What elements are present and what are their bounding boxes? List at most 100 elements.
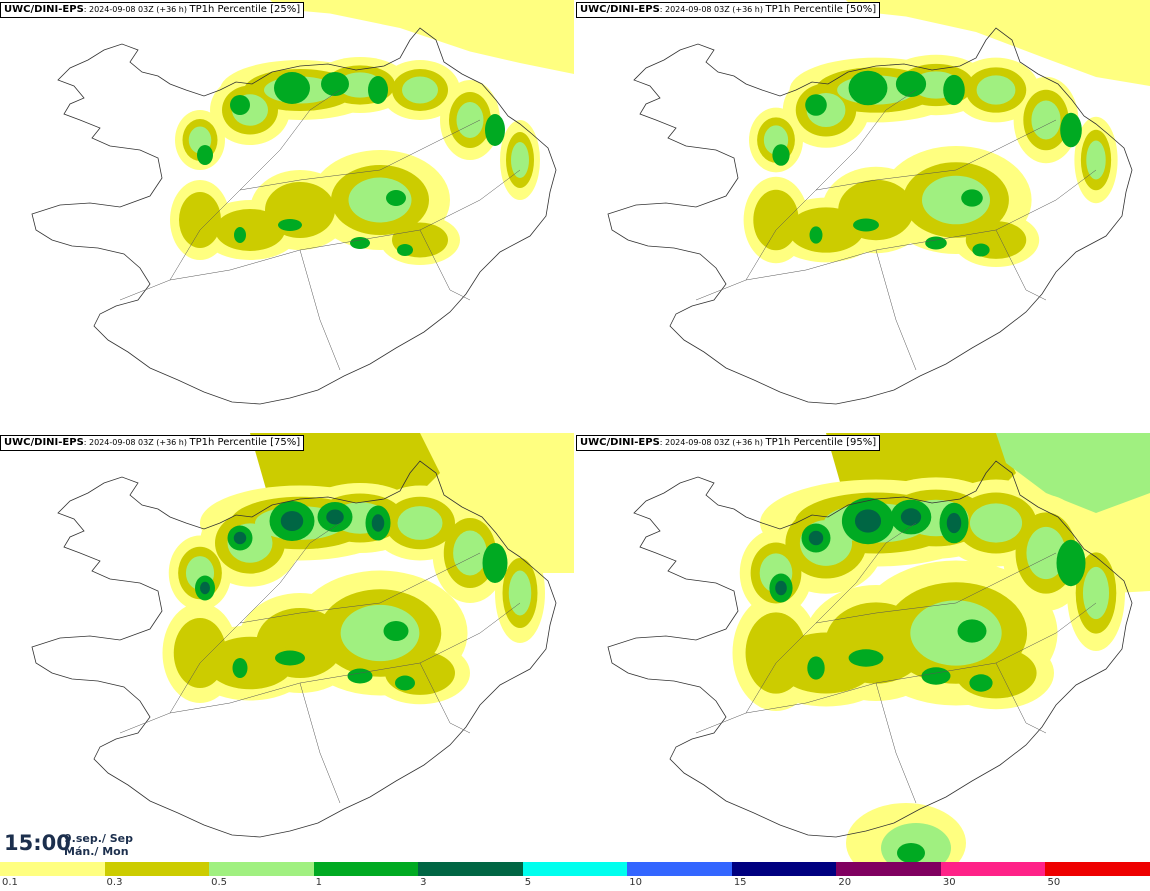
precip-core xyxy=(805,94,827,116)
precip-core-intense xyxy=(808,530,824,546)
precip-core-intense xyxy=(280,511,304,531)
colorbar-tick-label: 1 xyxy=(315,877,322,888)
road-line xyxy=(695,602,1097,734)
colorbar-segment xyxy=(209,862,314,876)
panel-title: UWC/DINI-EPS: 2024-09-08 03Z (+36 h) TP1… xyxy=(576,2,881,18)
map-canvas xyxy=(607,0,1150,405)
run-time: : 2024-09-08 03Z (+36 h) xyxy=(83,438,190,447)
precip-core xyxy=(853,218,879,232)
precip-core-intense xyxy=(854,509,882,533)
colorbar-segment xyxy=(0,862,105,876)
precip-core xyxy=(772,144,790,166)
precip-core xyxy=(386,190,406,206)
precip-core xyxy=(197,145,213,165)
map-panel-p75: UWC/DINI-EPS: 2024-09-08 03Z (+36 h) TP1… xyxy=(0,433,574,865)
precip-core xyxy=(943,74,965,106)
precip-core xyxy=(1056,539,1086,587)
model-name: UWC/DINI-EPS xyxy=(4,437,84,448)
precip-core xyxy=(482,543,508,583)
precip-core xyxy=(895,71,927,97)
colorbar-tick-label: 10 xyxy=(629,877,642,888)
road-line xyxy=(815,552,1057,624)
precip-area-heavy xyxy=(1082,566,1110,620)
model-name: UWC/DINI-EPS xyxy=(4,4,84,15)
run-time: : 2024-09-08 03Z (+36 h) xyxy=(659,438,766,447)
valid-time-box: 15:00 9.sep./ Sep Mán./ Mon xyxy=(0,828,150,862)
precip-region-north-light xyxy=(996,433,1150,513)
road-line xyxy=(695,169,1097,301)
precip-area-heavy xyxy=(1026,526,1066,580)
colorbar-segment xyxy=(627,862,732,876)
road-line xyxy=(875,682,917,804)
road-line xyxy=(745,89,917,281)
colorbar-segment xyxy=(836,862,941,876)
precip-area-heavy xyxy=(340,604,420,662)
precip-area-heavy xyxy=(348,177,412,223)
road-line xyxy=(875,249,917,371)
map-canvas xyxy=(31,0,574,405)
field-name: TP1h Percentile [75%] xyxy=(189,437,301,448)
precip-core xyxy=(350,237,370,249)
precip-core xyxy=(230,95,250,115)
precip-colorbar xyxy=(0,862,1150,876)
precip-core xyxy=(1060,112,1082,148)
run-time: : 2024-09-08 03Z (+36 h) xyxy=(83,5,190,14)
precip-core xyxy=(921,667,951,685)
colorbar-segment xyxy=(731,862,837,876)
road-line xyxy=(169,522,341,714)
precip-core-intense xyxy=(371,514,385,532)
iceland-coastline xyxy=(607,460,1133,838)
field-name: TP1h Percentile [25%] xyxy=(189,4,301,15)
map-panel-p50: UWC/DINI-EPS: 2024-09-08 03Z (+36 h) TP1… xyxy=(576,0,1150,432)
precip-core-south xyxy=(897,843,925,863)
precip-core-intense xyxy=(326,509,344,525)
precip-core xyxy=(848,70,888,106)
precip-area-heavy xyxy=(402,76,438,104)
precip-area-moderate xyxy=(753,189,799,251)
precip-area-heavy xyxy=(508,570,532,616)
precip-core-intense xyxy=(775,580,787,596)
panel-title: UWC/DINI-EPS: 2024-09-08 03Z (+36 h) TP1… xyxy=(576,435,881,451)
colorbar-segment xyxy=(104,862,210,876)
precip-area-heavy xyxy=(976,75,1016,105)
precip-area-moderate xyxy=(173,618,227,688)
colorbar-tick-label: 0.3 xyxy=(106,877,123,888)
precip-area-moderate xyxy=(179,192,221,248)
precip-core xyxy=(368,76,388,104)
road-line xyxy=(419,229,471,301)
run-time: : 2024-09-08 03Z (+36 h) xyxy=(659,5,766,14)
precip-area-moderate xyxy=(206,636,294,690)
valid-weekday: Mán./ Mon xyxy=(64,845,129,858)
iceland-coastline xyxy=(31,27,557,405)
precip-core xyxy=(275,650,305,666)
precip-core xyxy=(957,619,987,643)
precip-area-heavy xyxy=(397,506,443,540)
road-line xyxy=(419,662,471,734)
precip-core xyxy=(278,219,302,231)
field-name: TP1h Percentile [95%] xyxy=(765,437,877,448)
precip-region-northeast xyxy=(846,0,1150,86)
colorbar-tick-label: 0.1 xyxy=(2,877,18,888)
iceland-coastline xyxy=(607,27,1133,405)
precip-area-heavy xyxy=(453,530,487,576)
road-line xyxy=(239,552,481,624)
precip-area-heavy xyxy=(969,503,1023,543)
road-line xyxy=(745,522,917,714)
field-name: TP1h Percentile [50%] xyxy=(765,4,877,15)
precip-core xyxy=(234,227,246,243)
colorbar-tick-label: 0.5 xyxy=(211,877,227,888)
colorbar-tick-label: 30 xyxy=(942,877,956,888)
map-panel-p25: UWC/DINI-EPS: 2024-09-08 03Z (+36 h) TP1… xyxy=(0,0,574,432)
map-canvas xyxy=(607,433,1150,865)
precip-region-northeast xyxy=(270,0,574,74)
map-panel-p95: UWC/DINI-EPS: 2024-09-08 03Z (+36 h) TP1… xyxy=(576,433,1150,865)
road-line xyxy=(119,602,521,734)
valid-time: 15:00 xyxy=(4,831,71,855)
colorbar-tick-label: 20 xyxy=(838,877,852,888)
colorbar-segment xyxy=(940,862,1046,876)
colorbar-tick-labels: 0.1 0.3 0.5 1 3 5 10 15 20 30 50 xyxy=(0,877,1150,891)
road-line xyxy=(169,89,341,281)
precip-core xyxy=(807,656,825,680)
colorbar-segment xyxy=(522,862,628,876)
precip-core xyxy=(321,72,349,96)
